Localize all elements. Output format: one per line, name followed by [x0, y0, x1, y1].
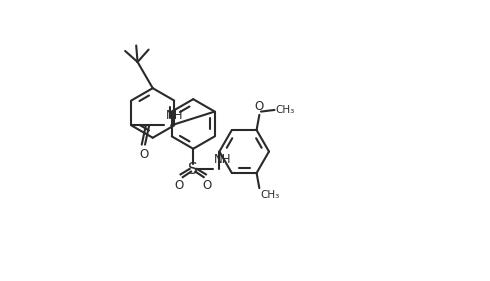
Text: CH₃: CH₃	[276, 105, 295, 115]
Text: CH₃: CH₃	[261, 190, 280, 200]
Text: O: O	[139, 148, 148, 161]
Text: S: S	[188, 162, 198, 177]
Text: NH: NH	[166, 109, 183, 122]
Text: O: O	[202, 178, 212, 192]
Text: NH: NH	[214, 153, 231, 166]
Text: O: O	[175, 178, 184, 192]
Text: O: O	[255, 100, 264, 113]
